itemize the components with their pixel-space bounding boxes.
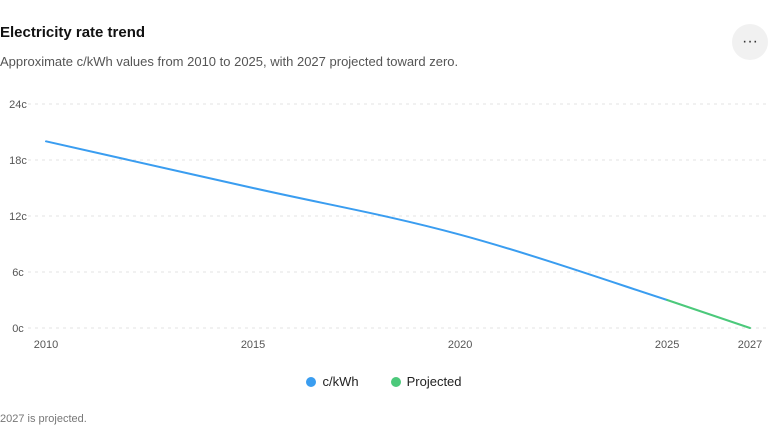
chart-legend: c/kWh Projected bbox=[0, 374, 768, 389]
legend-item-series-1[interactable]: Projected bbox=[390, 374, 462, 389]
chart-footnote: 2027 is projected. bbox=[0, 413, 87, 425]
x-tick-label: 2027 bbox=[738, 339, 762, 351]
line-chart: 0c 6c 12c 18c 24c 2010 2015 2020 2025 2027 bbox=[9, 99, 768, 351]
y-tick-label: 0c bbox=[12, 323, 24, 335]
legend-dot-series-1 bbox=[390, 376, 401, 387]
legend-dot-series-0 bbox=[306, 376, 317, 387]
x-tick-label: 2010 bbox=[34, 339, 58, 351]
legend-label-series-1: Projected bbox=[406, 374, 462, 389]
x-tick-label: 2025 bbox=[655, 339, 679, 351]
legend-item-series-0[interactable]: c/kWh bbox=[306, 374, 359, 389]
chart-subtitle: Approximate c/kWh values from 2010 to 20… bbox=[0, 54, 459, 69]
x-tick-label: 2015 bbox=[241, 339, 265, 351]
legend-label-series-0: c/kWh bbox=[322, 374, 359, 389]
chart-title: Electricity rate trend bbox=[0, 24, 146, 41]
x-tick-label: 2020 bbox=[448, 339, 472, 351]
more-options-button[interactable]: ··· bbox=[732, 24, 768, 60]
series-line-c-kwh bbox=[45, 140, 669, 301]
series-line-projected bbox=[666, 299, 751, 329]
y-tick-label: 18c bbox=[9, 155, 27, 167]
more-icon: ··· bbox=[742, 33, 758, 50]
y-tick-label: 6c bbox=[12, 267, 24, 279]
y-tick-label: 12c bbox=[9, 211, 27, 223]
y-tick-label: 24c bbox=[9, 99, 27, 111]
